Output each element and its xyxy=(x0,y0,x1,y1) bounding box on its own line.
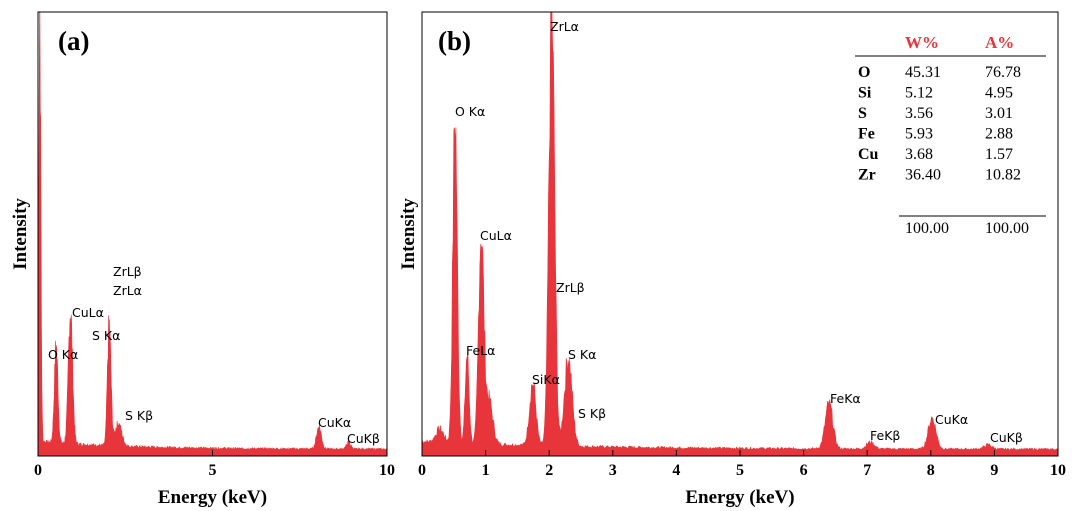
table-cell-w: 3.68 xyxy=(905,146,933,163)
plot-frame xyxy=(37,11,388,457)
peak-label: S Kβ xyxy=(578,406,606,421)
spectrum-area xyxy=(421,11,1059,457)
plot-frame xyxy=(421,11,1059,457)
table-element: Fe xyxy=(858,126,875,143)
peak-label: S Kβ xyxy=(125,408,153,423)
table-cell-a: 2.88 xyxy=(985,126,1013,143)
table-cell-w: 45.31 xyxy=(905,64,941,81)
peak-label: ZrLα xyxy=(550,19,579,34)
x-tick-label: 0 xyxy=(34,462,42,479)
x-tick-label: 3 xyxy=(609,462,617,479)
x-tick-label: 10 xyxy=(1050,462,1066,479)
x-tick-label: 4 xyxy=(672,462,680,479)
x-tick-label: 7 xyxy=(863,462,871,479)
table-cell-a: 4.95 xyxy=(985,85,1013,102)
peak-label: O Kα xyxy=(455,104,485,119)
composition-table: W% A% O 45.31 76.78 Si 5.12 4.95 S 3.56 3.01 Fe 5.93… xyxy=(855,33,1046,237)
peak-label: ZrLα xyxy=(113,283,142,298)
table-cell-a: 76.78 xyxy=(985,64,1021,81)
table-total-w: 100.00 xyxy=(905,220,949,237)
panel-b: 0 1 2 3 4 5 6 7 8 9 10 Energy (keV) Intensity (b) ZrLα… xyxy=(398,11,1066,508)
panel-label: (a) xyxy=(58,26,89,56)
peak-label: CuKα xyxy=(318,415,351,430)
x-tick-label: 8 xyxy=(927,462,935,479)
peak-label: SiKα xyxy=(532,372,560,387)
x-tick-label: 6 xyxy=(800,462,808,479)
peak-label: O Kα xyxy=(48,347,78,362)
peak-label: FeLα xyxy=(466,343,495,358)
table-element: Zr xyxy=(858,167,876,184)
peak-label: FeKα xyxy=(830,391,861,406)
peak-label: CuKα xyxy=(935,412,968,427)
x-tick-label: 5 xyxy=(736,462,744,479)
table-header-a: A% xyxy=(985,33,1014,52)
table-element: S xyxy=(858,105,867,122)
peak-label: ZrLβ xyxy=(556,280,585,295)
peak-label: S Kα xyxy=(92,328,120,343)
x-axis-label: Energy (keV) xyxy=(158,487,267,508)
table-header-w: W% xyxy=(905,33,939,52)
table-cell-w: 5.93 xyxy=(905,126,933,143)
x-tick-label: 0 xyxy=(418,462,426,479)
panel-label: (b) xyxy=(438,26,471,56)
peak-label: S Kα xyxy=(568,347,596,362)
panel-a: 0 5 10 Energy (keV) Intensity (a) O Kα CuLα ZrLβ… xyxy=(10,11,395,508)
y-axis-label: Intensity xyxy=(398,198,419,270)
y-axis-label: Intensity xyxy=(10,198,31,270)
table-cell-w: 5.12 xyxy=(905,85,933,102)
x-tick-label: 5 xyxy=(209,462,217,479)
table-element: Si xyxy=(858,85,872,102)
table-cell-a: 1.57 xyxy=(985,146,1013,163)
table-cell-a: 10.82 xyxy=(985,167,1021,184)
peak-label: CuKβ xyxy=(990,430,1023,445)
peak-label: CuLα xyxy=(72,305,104,320)
table-element: O xyxy=(858,64,870,81)
peak-label: CuLα xyxy=(480,228,512,243)
x-tick-label: 10 xyxy=(379,462,395,479)
table-cell-a: 3.01 xyxy=(985,105,1013,122)
peak-label: FeKβ xyxy=(870,428,900,443)
peak-label: ZrLβ xyxy=(113,264,142,279)
table-element: Cu xyxy=(858,146,879,163)
table-cell-w: 3.56 xyxy=(905,105,933,122)
x-tick-label: 2 xyxy=(545,462,553,479)
x-tick-label: 1 xyxy=(482,462,490,479)
table-total-a: 100.00 xyxy=(985,220,1029,237)
table-cell-w: 36.40 xyxy=(905,167,941,184)
spectrum-area xyxy=(37,11,388,457)
x-axis-label: Energy (keV) xyxy=(685,487,794,508)
peak-label: CuKβ xyxy=(347,431,380,446)
x-tick-label: 9 xyxy=(990,462,998,479)
